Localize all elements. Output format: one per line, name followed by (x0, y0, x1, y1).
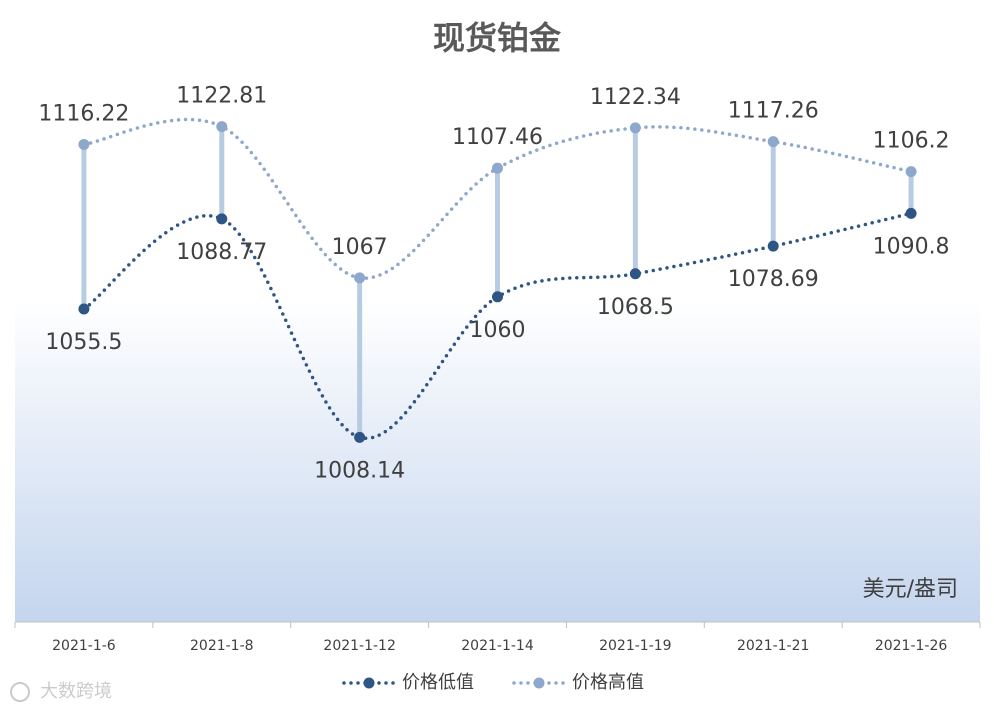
x-tick-label: 2021-1-21 (737, 638, 809, 654)
data-point (492, 162, 503, 174)
legend-marker (533, 677, 545, 689)
plot-background (15, 300, 980, 622)
data-point (629, 122, 641, 134)
data-label: 1090.8 (873, 234, 950, 259)
legend-label: 价格低值 (402, 672, 474, 693)
data-point (354, 431, 366, 443)
watermark-logo (10, 682, 30, 702)
x-tick-label: 2021-1-12 (323, 638, 395, 654)
data-label: 1122.81 (176, 84, 267, 109)
data-label: 1116.22 (38, 101, 129, 126)
data-point (767, 240, 779, 252)
data-label: 1060 (470, 318, 526, 343)
series-line (82, 211, 913, 440)
legend-item: 价格低值 (342, 672, 474, 693)
data-point (629, 268, 641, 280)
data-point (216, 213, 228, 225)
legend-label: 价格高值 (572, 672, 644, 693)
data-label: 1106.2 (873, 129, 950, 154)
legend-item: 价格高值 (512, 672, 644, 693)
data-label: 1107.46 (452, 125, 543, 150)
data-label: 1088.77 (176, 240, 267, 265)
unit-annotation: 美元/盎司 (863, 577, 958, 602)
data-label: 1078.69 (728, 267, 819, 292)
x-tick-label: 2021-1-19 (599, 638, 671, 654)
data-label: 1117.26 (728, 99, 819, 124)
data-label: 1008.14 (314, 458, 405, 483)
legend-marker (363, 677, 375, 689)
watermark-text: 大数跨境 (40, 681, 112, 702)
data-label: 1068.5 (597, 295, 674, 320)
chart-title: 现货铂金 (433, 19, 562, 57)
data-point (767, 136, 779, 148)
watermark: 大数跨境 (10, 681, 112, 702)
data-point (78, 303, 90, 315)
x-tick-label: 2021-1-6 (52, 638, 116, 654)
data-label: 1067 (332, 235, 388, 260)
x-tick-label: 2021-1-8 (190, 638, 254, 654)
data-point (492, 291, 503, 303)
data-point (905, 207, 917, 219)
x-tick-label: 2021-1-14 (461, 638, 534, 654)
data-point (905, 166, 917, 178)
data-label: 1122.34 (590, 85, 681, 110)
data-point (354, 272, 366, 284)
data-point (216, 121, 228, 133)
x-tick-label: 2021-1-26 (875, 638, 948, 654)
data-point (78, 138, 90, 150)
data-label: 1055.5 (45, 330, 122, 355)
